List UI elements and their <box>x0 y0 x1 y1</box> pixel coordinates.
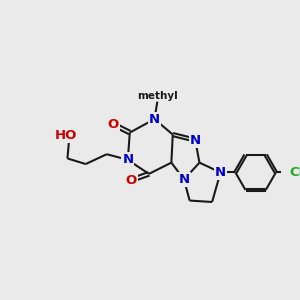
Text: HO: HO <box>54 129 76 142</box>
Text: methyl: methyl <box>156 93 161 94</box>
Text: Cl: Cl <box>289 166 300 179</box>
Text: methyl: methyl <box>137 91 178 100</box>
Text: N: N <box>178 173 190 186</box>
Text: N: N <box>149 112 160 126</box>
Text: O: O <box>126 174 137 187</box>
Text: N: N <box>215 166 226 179</box>
Text: O: O <box>107 118 118 131</box>
Text: N: N <box>190 134 201 147</box>
Text: N: N <box>122 153 134 166</box>
